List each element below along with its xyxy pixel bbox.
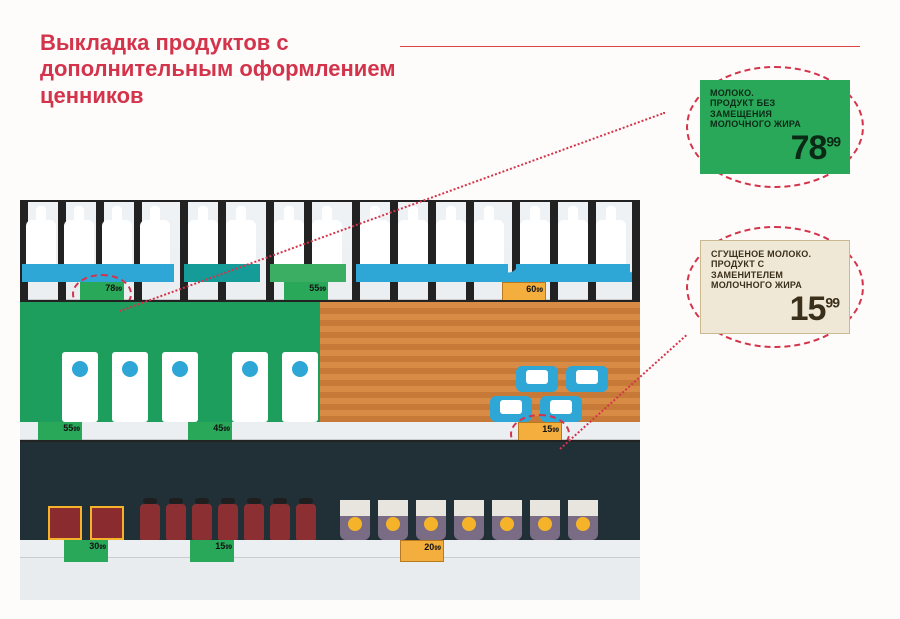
price-tag: 1599 <box>190 540 234 562</box>
jam-jar <box>296 504 316 540</box>
yogurt-cup <box>530 500 560 540</box>
shelf-separator <box>588 202 596 300</box>
product-box <box>90 506 124 540</box>
page-title: Выкладка продуктов с дополнительным офор… <box>40 30 396 109</box>
bottle-band <box>22 264 60 282</box>
yogurt-cup <box>378 500 408 540</box>
bottle-band <box>136 264 174 282</box>
milk-carton <box>232 352 268 422</box>
yogurt-cup <box>454 500 484 540</box>
shelf-separator <box>390 202 398 300</box>
dairy-tub <box>566 366 608 392</box>
yogurt-cup <box>340 500 370 540</box>
row2-orange-bg <box>320 302 640 422</box>
shelf-separator <box>218 202 226 300</box>
shelf-separator <box>632 202 640 300</box>
price-tag-callout-green: МОЛОКО. ПРОДУКТ БЕЗ ЗАМЕЩЕНИЯ МОЛОЧНОГО … <box>700 80 850 174</box>
shelf-row-1: 789955996099 <box>20 200 640 300</box>
header-rule <box>400 46 860 47</box>
callout-cream-label: СГУЩЕНОЕ МОЛОКО. ПРОДУКТ С ЗАМЕНИТЕЛЕМ М… <box>711 249 839 290</box>
yogurt-cup <box>492 500 522 540</box>
dairy-tub <box>516 366 558 392</box>
milk-carton <box>162 352 198 422</box>
shelf-separator <box>352 202 360 300</box>
jam-jar <box>192 504 212 540</box>
shelf-row-2: 559945991599 <box>20 300 640 440</box>
bottle-band <box>308 264 346 282</box>
curtain-trim <box>358 266 632 282</box>
callout-green-price: 7899 <box>710 129 840 168</box>
yogurt-cup <box>568 500 598 540</box>
shelf-separator <box>550 202 558 300</box>
shelf-separator <box>466 202 474 300</box>
milk-carton <box>282 352 318 422</box>
price-tag: 2099 <box>400 540 444 562</box>
price-tag: 3099 <box>64 540 108 562</box>
price-tag-callout-cream: СГУЩЕНОЕ МОЛОКО. ПРОДУКТ С ЗАМЕНИТЕЛЕМ М… <box>700 240 850 334</box>
milk-carton <box>112 352 148 422</box>
milk-carton <box>62 352 98 422</box>
shelf-separator <box>428 202 436 300</box>
product-box <box>48 506 82 540</box>
callout-cream-price: 1599 <box>711 290 839 329</box>
callout-green-label: МОЛОКО. ПРОДУКТ БЕЗ ЗАМЕЩЕНИЯ МОЛОЧНОГО … <box>710 88 840 129</box>
shelf-unit: 789955996099 559945991599 309915992099 <box>20 200 640 600</box>
bottle-band <box>270 264 308 282</box>
jam-jar <box>218 504 238 540</box>
jam-jar <box>270 504 290 540</box>
shelf-row-3: 309915992099 <box>20 440 640 558</box>
shelf-separator <box>266 202 274 300</box>
yogurt-cup <box>416 500 446 540</box>
jam-jar <box>140 504 160 540</box>
jam-jar <box>166 504 186 540</box>
jam-jar <box>244 504 264 540</box>
